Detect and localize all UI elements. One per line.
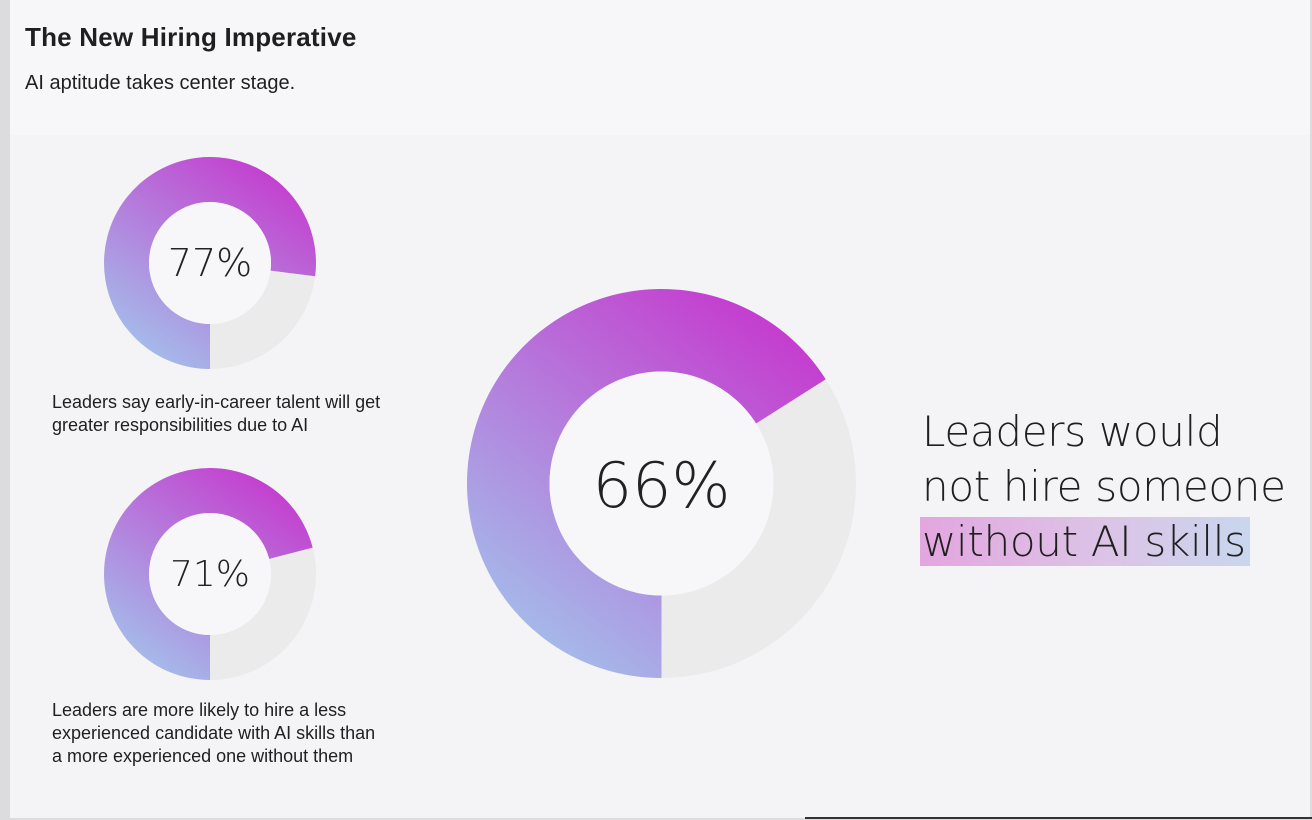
donut-svg-3 <box>467 289 856 678</box>
caption-stat-2: Leaders are more likely to hire a less e… <box>52 700 376 766</box>
donut-value-label-3: 66% <box>592 449 731 522</box>
page-subtitle: AI aptitude takes center stage. <box>25 72 296 94</box>
donut-value-slice <box>467 289 826 678</box>
header-band <box>10 0 1310 135</box>
statement-highlight: without AI skills <box>920 517 1250 566</box>
donut-chart-3: 66% <box>467 289 856 678</box>
donut-value-label-1: 77% <box>167 241 253 285</box>
page-title: The New Hiring Imperative <box>25 22 357 52</box>
donut-value-label-2: 71% <box>169 554 250 595</box>
donut-value-slice <box>104 468 313 680</box>
donut-svg-1 <box>103 157 316 369</box>
donut-hole <box>149 513 271 635</box>
donut-hole <box>149 202 271 324</box>
donut-remainder-slice <box>210 547 316 680</box>
caption-stat-1: Leaders say early-in-career talent will … <box>52 392 381 435</box>
infographic-frame: The New Hiring Imperative AI aptitude ta… <box>10 0 1310 818</box>
donut-remainder-slice <box>210 270 316 369</box>
statement-line-1: Leaders would <box>922 407 1223 456</box>
donut-chart-1: 77% <box>103 157 316 369</box>
statement-line-2: not hire someone <box>922 462 1286 511</box>
donut-value-slice <box>103 157 316 369</box>
key-statement: Leaders would not hire someone without A… <box>920 404 1286 569</box>
donut-chart-2: 71% <box>104 468 316 680</box>
donut-svg-2 <box>104 468 316 680</box>
donut-hole <box>549 371 774 596</box>
bottom-rule <box>805 817 1312 819</box>
donut-remainder-slice <box>661 379 856 678</box>
